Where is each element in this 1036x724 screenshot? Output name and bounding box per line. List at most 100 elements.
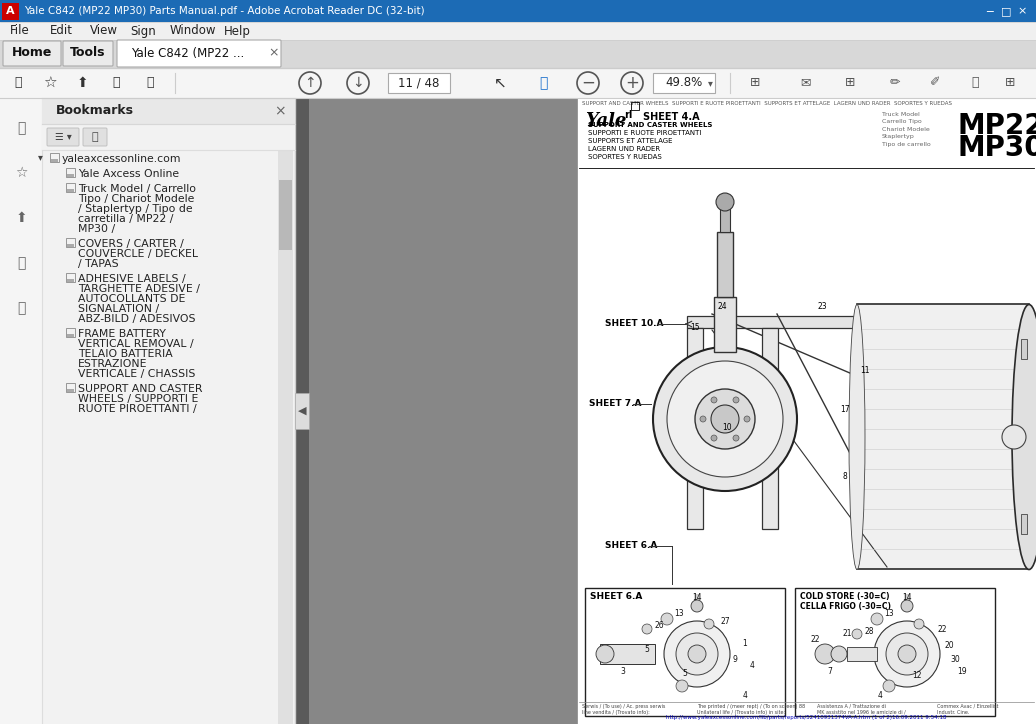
Text: Bookmarks: Bookmarks <box>56 104 134 117</box>
Circle shape <box>914 619 924 629</box>
Text: ☆: ☆ <box>15 166 27 180</box>
Text: yaleaxcessonline.com: yaleaxcessonline.com <box>62 154 181 164</box>
Circle shape <box>883 680 895 692</box>
Text: / TAPAS: / TAPAS <box>78 259 119 269</box>
Text: 49.8%: 49.8% <box>665 77 702 90</box>
Text: Yale Axcess Online: Yale Axcess Online <box>78 169 179 179</box>
Text: FRAME BATTERY: FRAME BATTERY <box>78 329 166 339</box>
Text: 🔖: 🔖 <box>92 132 98 142</box>
Circle shape <box>874 621 940 687</box>
Text: 💾: 💾 <box>15 77 22 90</box>
Text: ⬆: ⬆ <box>16 211 27 225</box>
Text: ↑: ↑ <box>305 76 316 90</box>
Bar <box>278 150 293 724</box>
Bar <box>687 328 703 529</box>
Bar <box>67 174 74 177</box>
Text: ABZ-BILD / ADESIVOS: ABZ-BILD / ADESIVOS <box>78 314 196 324</box>
Text: Truck Model
Carrello Tipo
Chariot Modele
Staplertyp
Tipo de carrello: Truck Model Carrello Tipo Chariot Modele… <box>882 112 930 146</box>
Text: ✏: ✏ <box>890 77 900 90</box>
Circle shape <box>711 435 717 441</box>
Text: COUVERCLE / DECKEL: COUVERCLE / DECKEL <box>78 249 198 259</box>
Text: 12: 12 <box>913 671 922 681</box>
Bar <box>600 644 655 664</box>
Text: SIGNALATION /: SIGNALATION / <box>78 304 160 314</box>
Bar <box>67 279 74 282</box>
Circle shape <box>667 361 783 477</box>
Bar <box>687 316 857 328</box>
Text: −: − <box>581 74 595 92</box>
Text: Window: Window <box>170 25 217 38</box>
FancyBboxPatch shape <box>3 41 61 66</box>
Text: 🖊: 🖊 <box>972 77 979 90</box>
Circle shape <box>664 621 730 687</box>
Ellipse shape <box>848 305 865 570</box>
Text: ↓: ↓ <box>352 76 364 90</box>
Text: ✉: ✉ <box>800 77 810 90</box>
Bar <box>66 168 75 177</box>
Bar <box>67 189 74 192</box>
Circle shape <box>677 633 718 675</box>
Text: WHEELS / SUPPORTI E: WHEELS / SUPPORTI E <box>78 394 198 404</box>
Text: ✐: ✐ <box>929 77 941 90</box>
Text: Help: Help <box>224 25 251 38</box>
Text: Tipo / Chariot Modele: Tipo / Chariot Modele <box>78 194 195 204</box>
Text: ×: × <box>275 104 286 118</box>
Circle shape <box>653 347 797 491</box>
Text: Edit: Edit <box>50 25 73 38</box>
Bar <box>50 153 59 162</box>
Bar <box>67 389 74 392</box>
Text: ×: × <box>268 46 280 59</box>
Text: Sign: Sign <box>130 25 155 38</box>
Text: ADHESIVE LABELS /: ADHESIVE LABELS / <box>78 274 185 284</box>
Circle shape <box>661 613 673 625</box>
Bar <box>295 393 309 429</box>
Text: 5: 5 <box>644 644 650 654</box>
Text: VERTICAL REMOVAL /: VERTICAL REMOVAL / <box>78 339 194 349</box>
Bar <box>0 98 42 724</box>
Text: TELAIO BATTERIA: TELAIO BATTERIA <box>78 349 173 359</box>
Text: 4: 4 <box>877 691 883 701</box>
Text: MP22: MP22 <box>957 112 1036 140</box>
FancyBboxPatch shape <box>117 40 281 67</box>
Bar <box>585 588 785 716</box>
FancyBboxPatch shape <box>47 128 79 146</box>
Text: 23: 23 <box>817 302 827 311</box>
Text: 5: 5 <box>683 670 688 678</box>
Text: 11 / 48: 11 / 48 <box>398 77 439 90</box>
Text: SUPPORTS ET ATTELAGE: SUPPORTS ET ATTELAGE <box>588 138 672 144</box>
Text: 🔖: 🔖 <box>17 256 25 270</box>
Text: ─: ─ <box>986 6 994 16</box>
Bar <box>1021 339 1027 359</box>
Bar <box>795 588 995 716</box>
Bar <box>0 0 1036 22</box>
Text: 19: 19 <box>957 668 967 676</box>
Text: 26: 26 <box>654 621 664 631</box>
Text: ▾: ▾ <box>708 78 713 88</box>
Bar <box>42 124 295 150</box>
Circle shape <box>871 613 883 625</box>
Text: +: + <box>625 74 639 92</box>
Bar <box>714 297 736 352</box>
Text: 21: 21 <box>842 629 852 639</box>
Text: 🔍: 🔍 <box>146 77 153 90</box>
Bar <box>904 594 910 606</box>
Text: VERTICALE / CHASSIS: VERTICALE / CHASSIS <box>78 369 196 379</box>
Circle shape <box>831 646 847 662</box>
Text: 24: 24 <box>717 302 727 311</box>
Text: 1: 1 <box>743 639 747 649</box>
Text: ⊞: ⊞ <box>1005 77 1015 90</box>
Text: 10: 10 <box>722 423 731 432</box>
Bar <box>309 98 1036 724</box>
Text: 15: 15 <box>690 322 699 332</box>
Text: ☰ ▾: ☰ ▾ <box>55 132 71 142</box>
Text: Commex Avac / Einzellist
Industr. Cine.: Commex Avac / Einzellist Industr. Cine. <box>937 704 999 715</box>
Text: Home: Home <box>11 46 52 59</box>
Text: 28: 28 <box>864 628 873 636</box>
Text: ⬆: ⬆ <box>77 76 88 90</box>
Text: 📎: 📎 <box>17 301 25 315</box>
Text: SUPPORT AND CASTER WHEELS: SUPPORT AND CASTER WHEELS <box>588 122 713 128</box>
Text: ⊞: ⊞ <box>844 77 856 90</box>
Text: AUTOCOLLANTS DE: AUTOCOLLANTS DE <box>78 294 185 304</box>
Circle shape <box>733 397 739 403</box>
Text: http://www.yaleaxcessonline.com/lib/parts/reports/52410931374VA-A.htm (1 of 2)16: http://www.yaleaxcessonline.com/lib/part… <box>666 715 946 720</box>
